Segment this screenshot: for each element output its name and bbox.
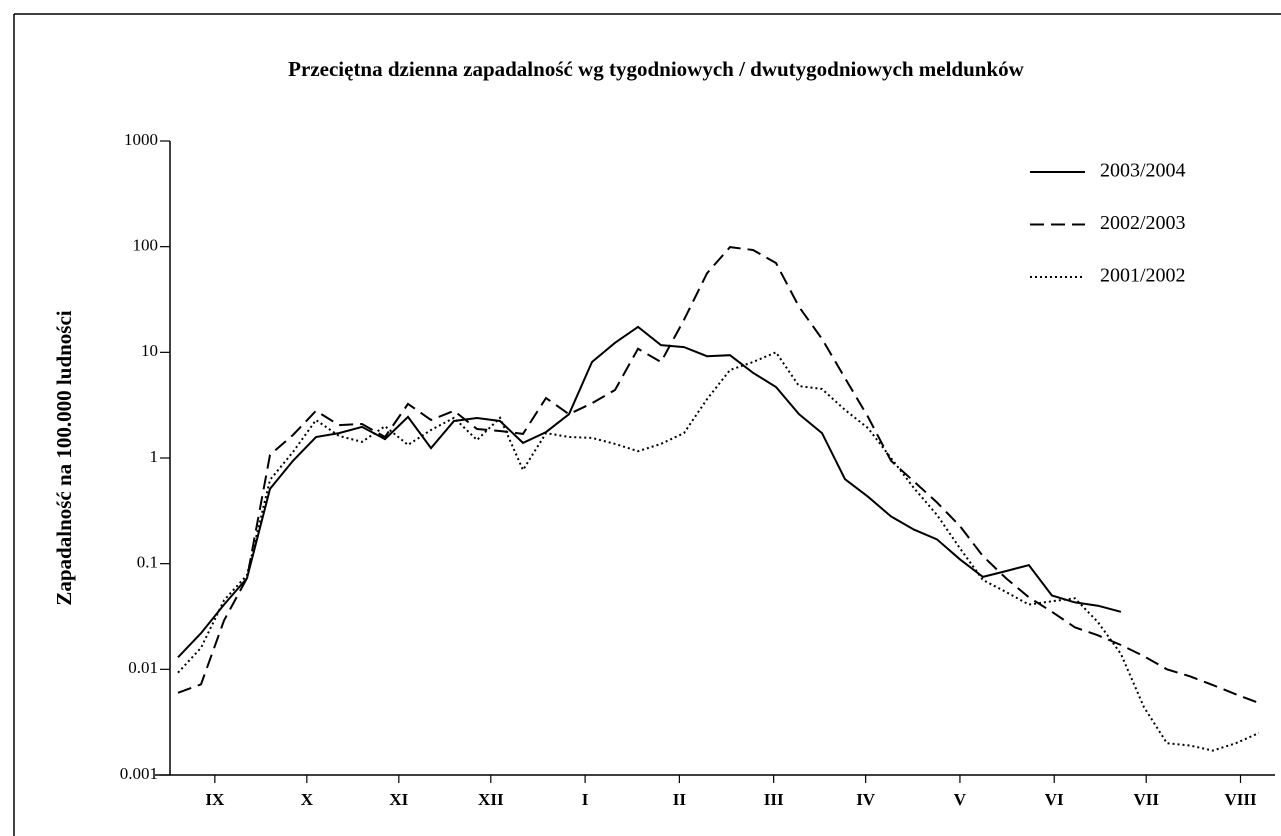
- x-tick-label: VIII: [1224, 790, 1257, 809]
- x-tick-label: I: [582, 790, 589, 809]
- x-tick-label: VII: [1133, 790, 1159, 809]
- series-line: [177, 325, 1122, 658]
- x-tick-label: III: [764, 790, 784, 809]
- y-axis-label: Zapadalność na 100.000 ludności: [52, 310, 76, 605]
- chart-title: Przeciętna dzienna zapadalność wg tygodn…: [288, 57, 1024, 81]
- legend-label: 2002/2003: [1100, 212, 1186, 234]
- y-tick-label: 0.001: [120, 764, 158, 783]
- y-tick-label: 100: [133, 236, 159, 255]
- x-tick-label: X: [301, 790, 314, 809]
- x-tick-label: V: [954, 790, 967, 809]
- y-tick-label: 0.1: [137, 553, 158, 572]
- x-tick-label: IX: [205, 790, 225, 809]
- legend-label: 2001/2002: [1100, 265, 1186, 287]
- y-tick-label: 0.01: [128, 658, 158, 677]
- x-tick-label: XI: [389, 790, 408, 809]
- series-line: [177, 246, 1260, 704]
- x-tick-label: VI: [1045, 790, 1064, 809]
- series-line: [177, 351, 1260, 752]
- y-tick-label: 1: [150, 447, 159, 466]
- x-tick-label: II: [673, 790, 687, 809]
- y-tick-label: 1000: [124, 130, 158, 149]
- y-tick-label: 10: [141, 341, 158, 360]
- x-tick-label: XII: [478, 790, 504, 809]
- legend-label: 2003/2004: [1100, 160, 1186, 182]
- x-tick-label: IV: [856, 790, 876, 809]
